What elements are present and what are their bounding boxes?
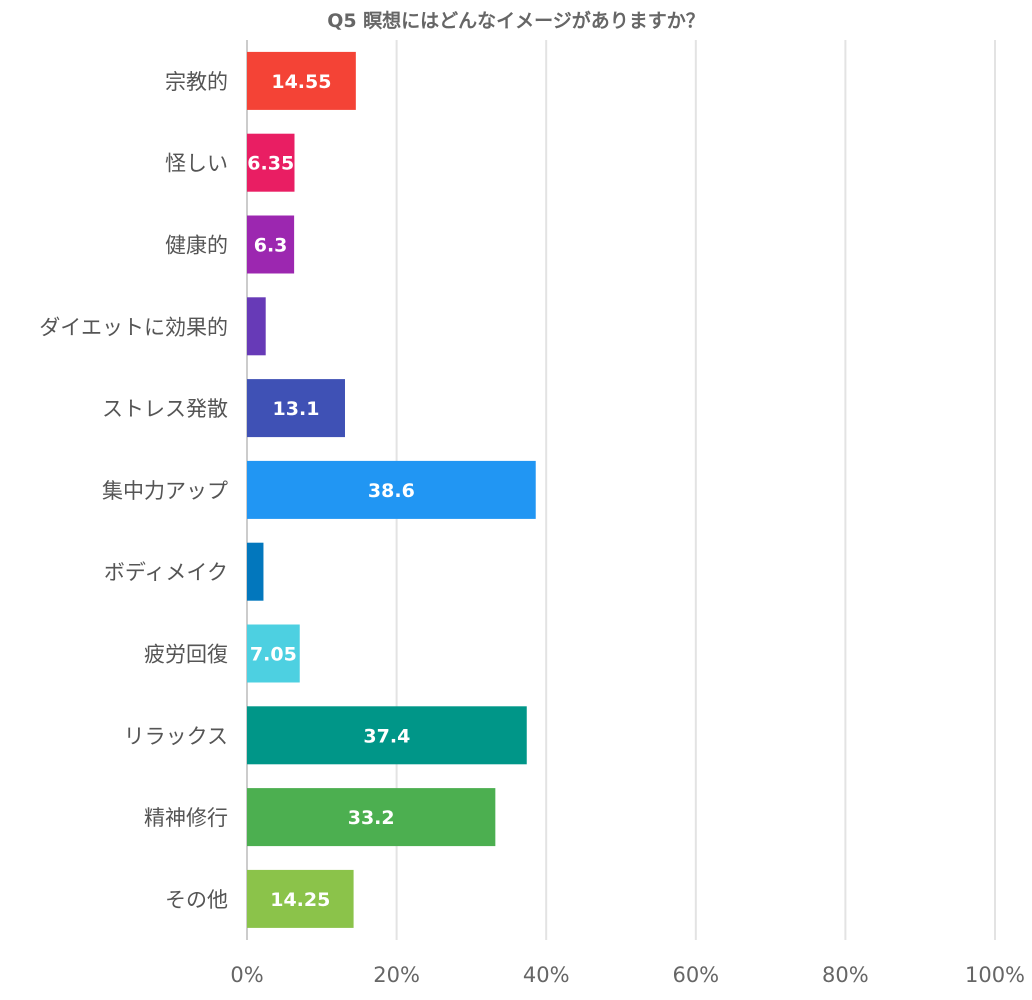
category-label-2: 健康的 — [165, 234, 228, 258]
bar-10 — [247, 869, 354, 928]
bar-4 — [247, 379, 345, 438]
data-label-1: 6.35 — [247, 153, 294, 175]
category-label-1: 怪しい — [165, 152, 228, 176]
category-label-9: 精神修行 — [144, 806, 228, 830]
bar-9 — [247, 788, 496, 847]
data-label-10: 14.25 — [270, 889, 330, 911]
bar-layer: 14.55 6.35 6.3 13.1 38.6 7.05 37.4 33.2 14.25 — [247, 51, 536, 928]
bar-0 — [247, 51, 356, 110]
category-label-4: ストレス発散 — [102, 397, 228, 421]
category-label-6: ボディメイク — [104, 561, 228, 585]
x-axis-ticks: 0% 20% 40% 60% 80% 100% — [230, 963, 1025, 987]
x-tick-label: 80% — [822, 963, 869, 987]
bar-1 — [247, 133, 295, 192]
x-tick-label: 60% — [672, 963, 719, 987]
category-labels: 宗教的怪しい健康的ダイエットに効果的ストレス発散集中力アップボディメイク疲労回復… — [39, 70, 228, 912]
category-label-8: リラックス — [124, 724, 228, 748]
x-tick-label: 20% — [373, 963, 420, 987]
category-label-7: 疲労回復 — [144, 643, 228, 667]
x-tick-label: 100% — [965, 963, 1025, 987]
bar-6 — [247, 542, 264, 601]
bar-3 — [247, 297, 266, 356]
bar-2 — [247, 215, 295, 274]
x-tick-label: 40% — [523, 963, 570, 987]
bar-7 — [247, 624, 300, 683]
category-label-5: 集中力アップ — [102, 479, 228, 503]
data-label-2: 6.3 — [254, 235, 288, 257]
data-label-7: 7.05 — [250, 644, 297, 666]
category-label-3: ダイエットに効果的 — [39, 315, 228, 339]
data-label-0: 14.55 — [271, 71, 331, 93]
data-label-9: 33.2 — [348, 807, 395, 829]
bar-8 — [247, 706, 527, 765]
data-label-4: 13.1 — [273, 398, 320, 420]
data-label-8: 37.4 — [363, 725, 410, 747]
category-label-0: 宗教的 — [165, 70, 228, 94]
chart-title: Q5 瞑想にはどんなイメージがありますか？ — [327, 9, 705, 32]
category-label-10: その他 — [165, 888, 228, 912]
x-tick-label: 0% — [230, 963, 263, 987]
bar-5 — [247, 460, 536, 519]
data-label-5: 38.6 — [368, 480, 415, 502]
